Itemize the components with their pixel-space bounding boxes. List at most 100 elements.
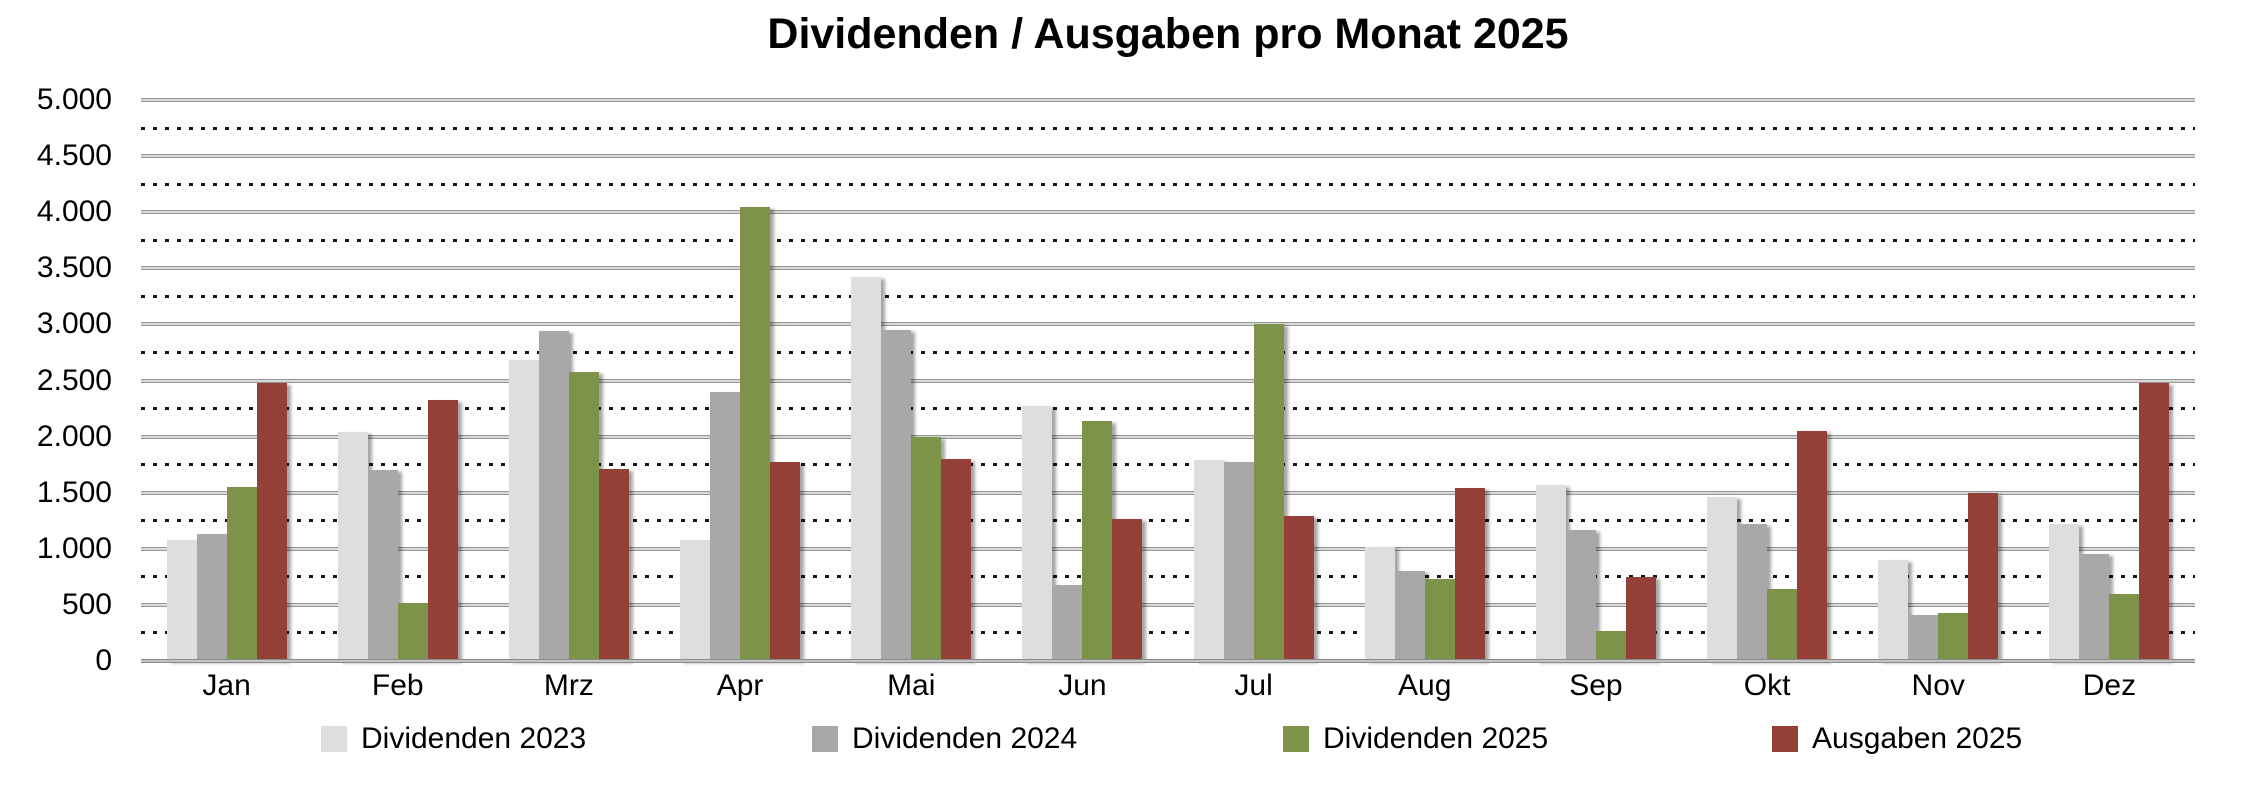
bar-dividenden-2023-jun <box>1022 406 1053 661</box>
gridline-major <box>141 546 2195 551</box>
y-axis-tick-label: 4.000 <box>36 195 112 229</box>
bar-dividenden-2024-dez <box>2079 554 2110 661</box>
gridline-minor <box>141 519 2195 523</box>
x-axis-line <box>141 659 2195 663</box>
bar-dividenden-2025-dez <box>2109 594 2140 661</box>
bar-dividenden-2023-feb <box>337 432 368 661</box>
y-axis-tick-label: 500 <box>61 587 112 621</box>
gridline-minor <box>141 294 2195 298</box>
bar-ausgaben-2025-feb <box>427 400 458 661</box>
gridline-minor <box>141 407 2195 411</box>
y-axis-tick-label: 0 <box>95 644 112 677</box>
bar-dividenden-2025-aug <box>1424 579 1455 661</box>
y-axis-tick-label: 3.500 <box>36 251 112 285</box>
gridline-major <box>141 266 2195 271</box>
y-axis: 0 500 1.000 1.500 2.000 2.500 3.000 3.500 4.000 4… <box>0 83 112 677</box>
bar-dividenden-2024-feb <box>367 470 398 661</box>
gridline-minor <box>141 350 2195 354</box>
x-axis-label-apr: Apr <box>716 669 764 702</box>
bar-dividenden-2024-jun <box>1052 585 1083 661</box>
bar-dividenden-2025-mai <box>911 437 942 661</box>
bar-dividenden-2024-jul <box>1223 462 1254 661</box>
bar-dividenden-2025-jan <box>226 487 257 661</box>
x-axis-label-jan: Jan <box>202 669 251 702</box>
y-axis-tick-label: 1.000 <box>36 531 112 565</box>
bar-ausgaben-2025-mai <box>941 459 972 661</box>
y-axis-tick-label: 2.500 <box>36 363 112 397</box>
y-axis-tick-label: 5.000 <box>36 83 112 116</box>
gridline-major <box>141 154 2195 159</box>
legend-swatch <box>812 726 838 752</box>
bar-ausgaben-2025-okt <box>1797 431 1828 661</box>
bar-dividenden-2025-apr <box>740 207 771 661</box>
bar-dividenden-2025-sep <box>1595 631 1626 661</box>
bar-dividenden-2023-okt <box>1707 497 1738 661</box>
bar-dividenden-2024-okt <box>1737 524 1768 661</box>
bar-dividenden-2025-feb <box>397 603 428 661</box>
gridline-minor <box>141 631 2195 635</box>
y-axis-tick-label: 2.000 <box>36 419 112 453</box>
bar-ausgaben-2025-sep <box>1625 577 1656 661</box>
x-axis-label-mrz: Mrz <box>543 669 594 702</box>
gridline-minor <box>141 238 2195 242</box>
bar-dividenden-2025-mrz <box>568 372 599 661</box>
bar-dividenden-2025-okt <box>1767 589 1798 661</box>
y-axis-tick-label: 3.000 <box>36 307 112 341</box>
x-axis-label-mai: Mai <box>887 669 936 702</box>
bar-ausgaben-2025-nov <box>1968 493 1999 661</box>
bar-ausgaben-2025-aug <box>1454 488 1485 661</box>
chart-title: Dividenden / Ausgaben pro Monat 2025 <box>767 10 1569 58</box>
bar-dividenden-2025-jun <box>1082 421 1113 661</box>
gridline-minor <box>141 575 2195 579</box>
bar-ausgaben-2025-mrz <box>598 469 629 661</box>
legend-item-dividenden-2025: Dividenden 2025 <box>1283 722 1548 756</box>
bar-dividenden-2023-apr <box>680 540 711 661</box>
bar-dividenden-2023-jan <box>166 540 197 661</box>
x-axis-label-aug: Aug <box>1398 669 1452 702</box>
bar-dividenden-2023-dez <box>2049 524 2080 661</box>
bar-ausgaben-2025-jun <box>1112 519 1143 661</box>
x-axis-label-sep: Sep <box>1569 669 1623 702</box>
legend-label: Dividenden 2023 <box>361 722 587 755</box>
x-axis-label-jul: Jul <box>1234 669 1273 702</box>
bar-dividenden-2024-apr <box>710 392 741 661</box>
x-axis-label-okt: Okt <box>1743 669 1791 702</box>
legend-item-dividenden-2023: Dividenden 2023 <box>321 722 586 756</box>
gridline-minor <box>141 182 2195 186</box>
bar-dividenden-2024-aug <box>1394 571 1425 661</box>
bar-dividenden-2023-mai <box>851 277 882 661</box>
bar-dividenden-2024-sep <box>1565 530 1596 661</box>
legend-item-ausgaben-2025: Ausgaben 2025 <box>1772 722 2022 756</box>
gridline-minor <box>141 463 2195 467</box>
gridline-major <box>141 602 2195 607</box>
bar-dividenden-2023-aug <box>1364 547 1395 661</box>
bar-ausgaben-2025-jul <box>1283 516 1314 661</box>
gridline-minor <box>141 126 2195 130</box>
bar-ausgaben-2025-dez <box>2139 383 2170 661</box>
gridline-major <box>141 98 2195 102</box>
bar-ausgaben-2025-jan <box>256 383 287 661</box>
legend-swatch <box>1772 726 1798 752</box>
bar-dividenden-2023-jul <box>1193 460 1224 661</box>
bar-dividenden-2024-jan <box>196 534 227 661</box>
legend-swatch <box>1283 726 1309 752</box>
bar-ausgaben-2025-apr <box>770 462 801 661</box>
x-axis-label-jun: Jun <box>1058 669 1107 702</box>
legend-swatch <box>321 726 347 752</box>
gridline-major <box>141 322 2195 327</box>
plot-area <box>141 98 2195 663</box>
bar-dividenden-2023-nov <box>1878 560 1909 661</box>
x-axis-label-dez: Dez <box>2082 669 2137 702</box>
gridline-major <box>141 378 2195 383</box>
x-axis-label-feb: Feb <box>371 669 424 702</box>
legend-label: Dividenden 2025 <box>1323 722 1549 755</box>
bar-dividenden-2025-jul <box>1253 324 1284 661</box>
bar-dividenden-2024-nov <box>1908 615 1939 661</box>
x-axis-label-nov: Nov <box>1911 669 1965 702</box>
gridline-major <box>141 210 2195 215</box>
bar-dividenden-2024-mrz <box>538 331 569 661</box>
legend-label: Ausgaben 2025 <box>1812 722 2023 755</box>
legend-item-dividenden-2024: Dividenden 2024 <box>812 722 1077 756</box>
bar-dividenden-2023-mrz <box>508 360 539 661</box>
